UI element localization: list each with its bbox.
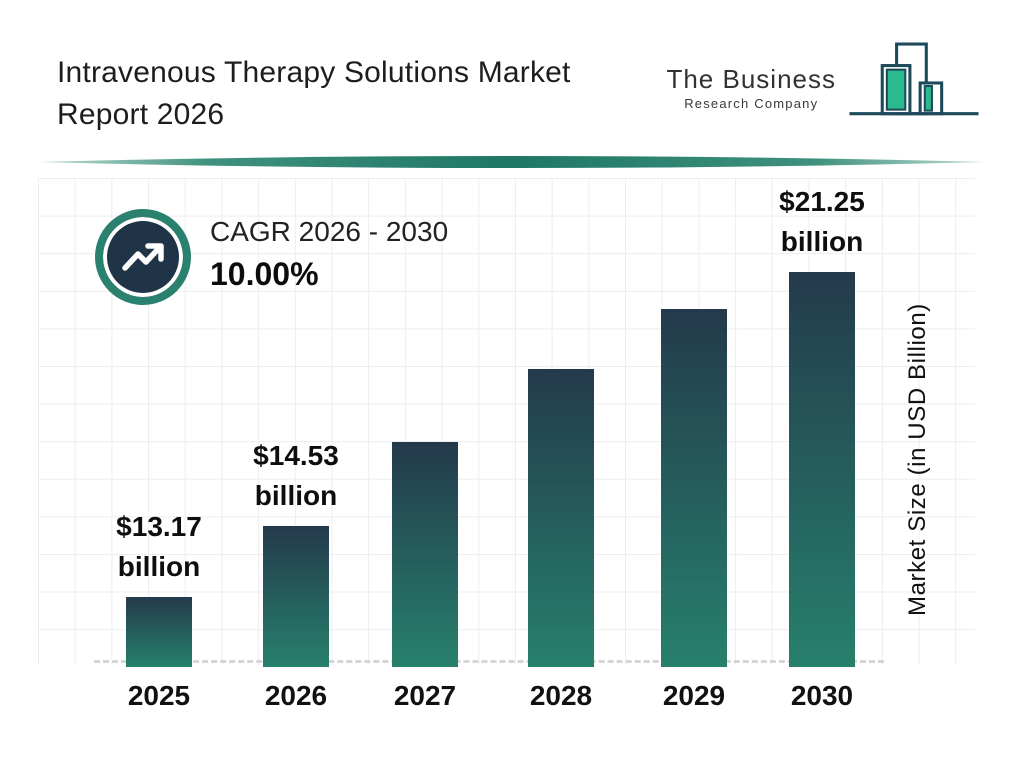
value-label-line: $14.53	[253, 440, 339, 471]
cagr-badge	[95, 209, 191, 305]
value-label-line: $21.25	[779, 186, 865, 217]
value-label-line: billion	[254, 480, 338, 511]
x-tick-2027: 2027	[393, 680, 457, 711]
company-logo: The Business Research Company	[666, 38, 979, 128]
bar-2026	[263, 526, 329, 667]
chart-baseline	[94, 660, 884, 663]
bar-2027	[392, 442, 458, 667]
cagr-text-block: CAGR 2026 - 2030 10.00%	[210, 216, 448, 293]
value-label-line: $13.17	[116, 511, 202, 542]
value-label-line: billion	[117, 551, 201, 582]
bar-2029	[661, 309, 727, 667]
bar-2030	[789, 272, 855, 667]
cagr-range-label: CAGR 2026 - 2030	[210, 216, 449, 247]
y-axis-label: Market Size (in USD Billion)	[904, 303, 931, 617]
page-title: Intravenous Therapy Solutions Market Rep…	[57, 56, 571, 131]
bar-2028	[528, 369, 594, 667]
trending-up-icon	[122, 243, 164, 271]
logo-text: The Business Research Company	[666, 64, 836, 111]
logo-text-sub: Research Company	[684, 96, 819, 111]
x-tick-2029: 2029	[662, 680, 726, 711]
bar-chart-logo-icon	[849, 42, 979, 116]
value-label-2025: $13.17 billion	[69, 507, 249, 587]
divider-ornament	[37, 156, 987, 168]
logo-text-main: The Business	[666, 64, 836, 94]
x-tick-2028: 2028	[529, 680, 593, 711]
x-tick-2030: 2030	[790, 680, 854, 711]
x-tick-2026: 2026	[264, 680, 328, 711]
value-label-line: billion	[780, 226, 864, 257]
bar-2025	[126, 597, 192, 667]
value-label-2030: $21.25 billion	[732, 182, 912, 262]
x-tick-2025: 2025	[127, 680, 191, 711]
cagr-value: 10.00%	[210, 256, 319, 292]
value-label-2026: $14.53 billion	[206, 436, 386, 516]
header: Intravenous Therapy Solutions Market Rep…	[0, 0, 1024, 150]
